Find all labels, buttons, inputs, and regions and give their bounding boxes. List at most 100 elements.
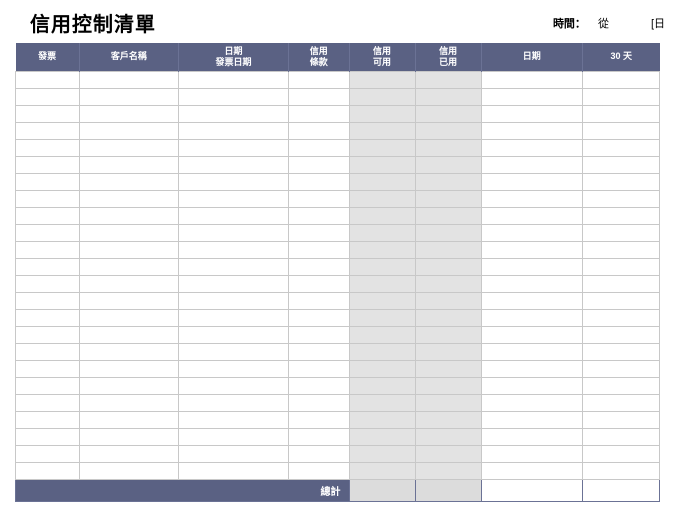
cell[interactable] xyxy=(415,122,481,139)
cell[interactable] xyxy=(16,207,80,224)
cell[interactable] xyxy=(79,445,178,462)
cell[interactable] xyxy=(582,105,659,122)
cell[interactable] xyxy=(415,105,481,122)
cell[interactable] xyxy=(288,462,349,479)
cell[interactable] xyxy=(481,462,582,479)
cell[interactable] xyxy=(16,122,80,139)
cell[interactable] xyxy=(79,343,178,360)
cell[interactable] xyxy=(582,190,659,207)
cell[interactable] xyxy=(288,190,349,207)
cell[interactable] xyxy=(349,343,415,360)
cell[interactable] xyxy=(178,394,288,411)
cell[interactable] xyxy=(481,309,582,326)
cell[interactable] xyxy=(582,122,659,139)
cell[interactable] xyxy=(415,224,481,241)
cell[interactable] xyxy=(415,377,481,394)
cell[interactable] xyxy=(288,343,349,360)
cell[interactable] xyxy=(16,394,80,411)
cell[interactable] xyxy=(16,377,80,394)
cell[interactable] xyxy=(415,71,481,88)
cell[interactable] xyxy=(288,275,349,292)
cell[interactable] xyxy=(481,275,582,292)
cell[interactable] xyxy=(79,190,178,207)
cell[interactable] xyxy=(79,394,178,411)
cell[interactable] xyxy=(582,309,659,326)
cell[interactable] xyxy=(79,326,178,343)
cell[interactable] xyxy=(349,207,415,224)
cell[interactable] xyxy=(349,411,415,428)
cell[interactable] xyxy=(288,326,349,343)
cell[interactable] xyxy=(582,173,659,190)
cell[interactable] xyxy=(79,360,178,377)
cell[interactable] xyxy=(178,309,288,326)
cell[interactable] xyxy=(415,207,481,224)
cell[interactable] xyxy=(79,139,178,156)
cell[interactable] xyxy=(178,377,288,394)
cell[interactable] xyxy=(178,445,288,462)
cell[interactable] xyxy=(178,71,288,88)
cell[interactable] xyxy=(582,377,659,394)
cell[interactable] xyxy=(79,377,178,394)
cell[interactable] xyxy=(582,71,659,88)
cell[interactable] xyxy=(178,258,288,275)
cell[interactable] xyxy=(415,156,481,173)
cell[interactable] xyxy=(288,360,349,377)
cell[interactable] xyxy=(178,411,288,428)
cell[interactable] xyxy=(415,173,481,190)
cell[interactable] xyxy=(349,360,415,377)
cell[interactable] xyxy=(481,292,582,309)
cell[interactable] xyxy=(16,190,80,207)
cell[interactable] xyxy=(16,275,80,292)
cell[interactable] xyxy=(16,88,80,105)
cell[interactable] xyxy=(178,343,288,360)
cell[interactable] xyxy=(16,224,80,241)
cell[interactable] xyxy=(288,139,349,156)
cell[interactable] xyxy=(288,428,349,445)
cell[interactable] xyxy=(415,275,481,292)
cell[interactable] xyxy=(79,462,178,479)
cell[interactable] xyxy=(79,224,178,241)
cell[interactable] xyxy=(288,207,349,224)
cell[interactable] xyxy=(349,394,415,411)
cell[interactable] xyxy=(79,309,178,326)
cell[interactable] xyxy=(582,224,659,241)
cell[interactable] xyxy=(79,428,178,445)
cell[interactable] xyxy=(79,88,178,105)
cell[interactable] xyxy=(481,428,582,445)
cell[interactable] xyxy=(79,292,178,309)
cell[interactable] xyxy=(349,156,415,173)
cell[interactable] xyxy=(16,241,80,258)
cell[interactable] xyxy=(415,428,481,445)
cell[interactable] xyxy=(349,173,415,190)
cell[interactable] xyxy=(415,241,481,258)
cell[interactable] xyxy=(178,224,288,241)
cell[interactable] xyxy=(178,156,288,173)
cell[interactable] xyxy=(481,207,582,224)
cell[interactable] xyxy=(178,326,288,343)
cell[interactable] xyxy=(349,275,415,292)
cell[interactable] xyxy=(415,326,481,343)
cell[interactable] xyxy=(349,105,415,122)
cell[interactable] xyxy=(481,445,582,462)
cell[interactable] xyxy=(288,88,349,105)
cell[interactable] xyxy=(481,394,582,411)
cell[interactable] xyxy=(79,207,178,224)
cell[interactable] xyxy=(349,258,415,275)
cell[interactable] xyxy=(16,326,80,343)
cell[interactable] xyxy=(16,360,80,377)
cell[interactable] xyxy=(481,88,582,105)
cell[interactable] xyxy=(582,445,659,462)
cell[interactable] xyxy=(415,360,481,377)
cell[interactable] xyxy=(178,207,288,224)
cell[interactable] xyxy=(481,105,582,122)
cell[interactable] xyxy=(16,258,80,275)
cell[interactable] xyxy=(288,224,349,241)
cell[interactable] xyxy=(16,445,80,462)
cell[interactable] xyxy=(349,224,415,241)
cell[interactable] xyxy=(582,326,659,343)
cell[interactable] xyxy=(415,139,481,156)
cell[interactable] xyxy=(349,122,415,139)
cell[interactable] xyxy=(79,105,178,122)
cell[interactable] xyxy=(178,241,288,258)
cell[interactable] xyxy=(415,411,481,428)
